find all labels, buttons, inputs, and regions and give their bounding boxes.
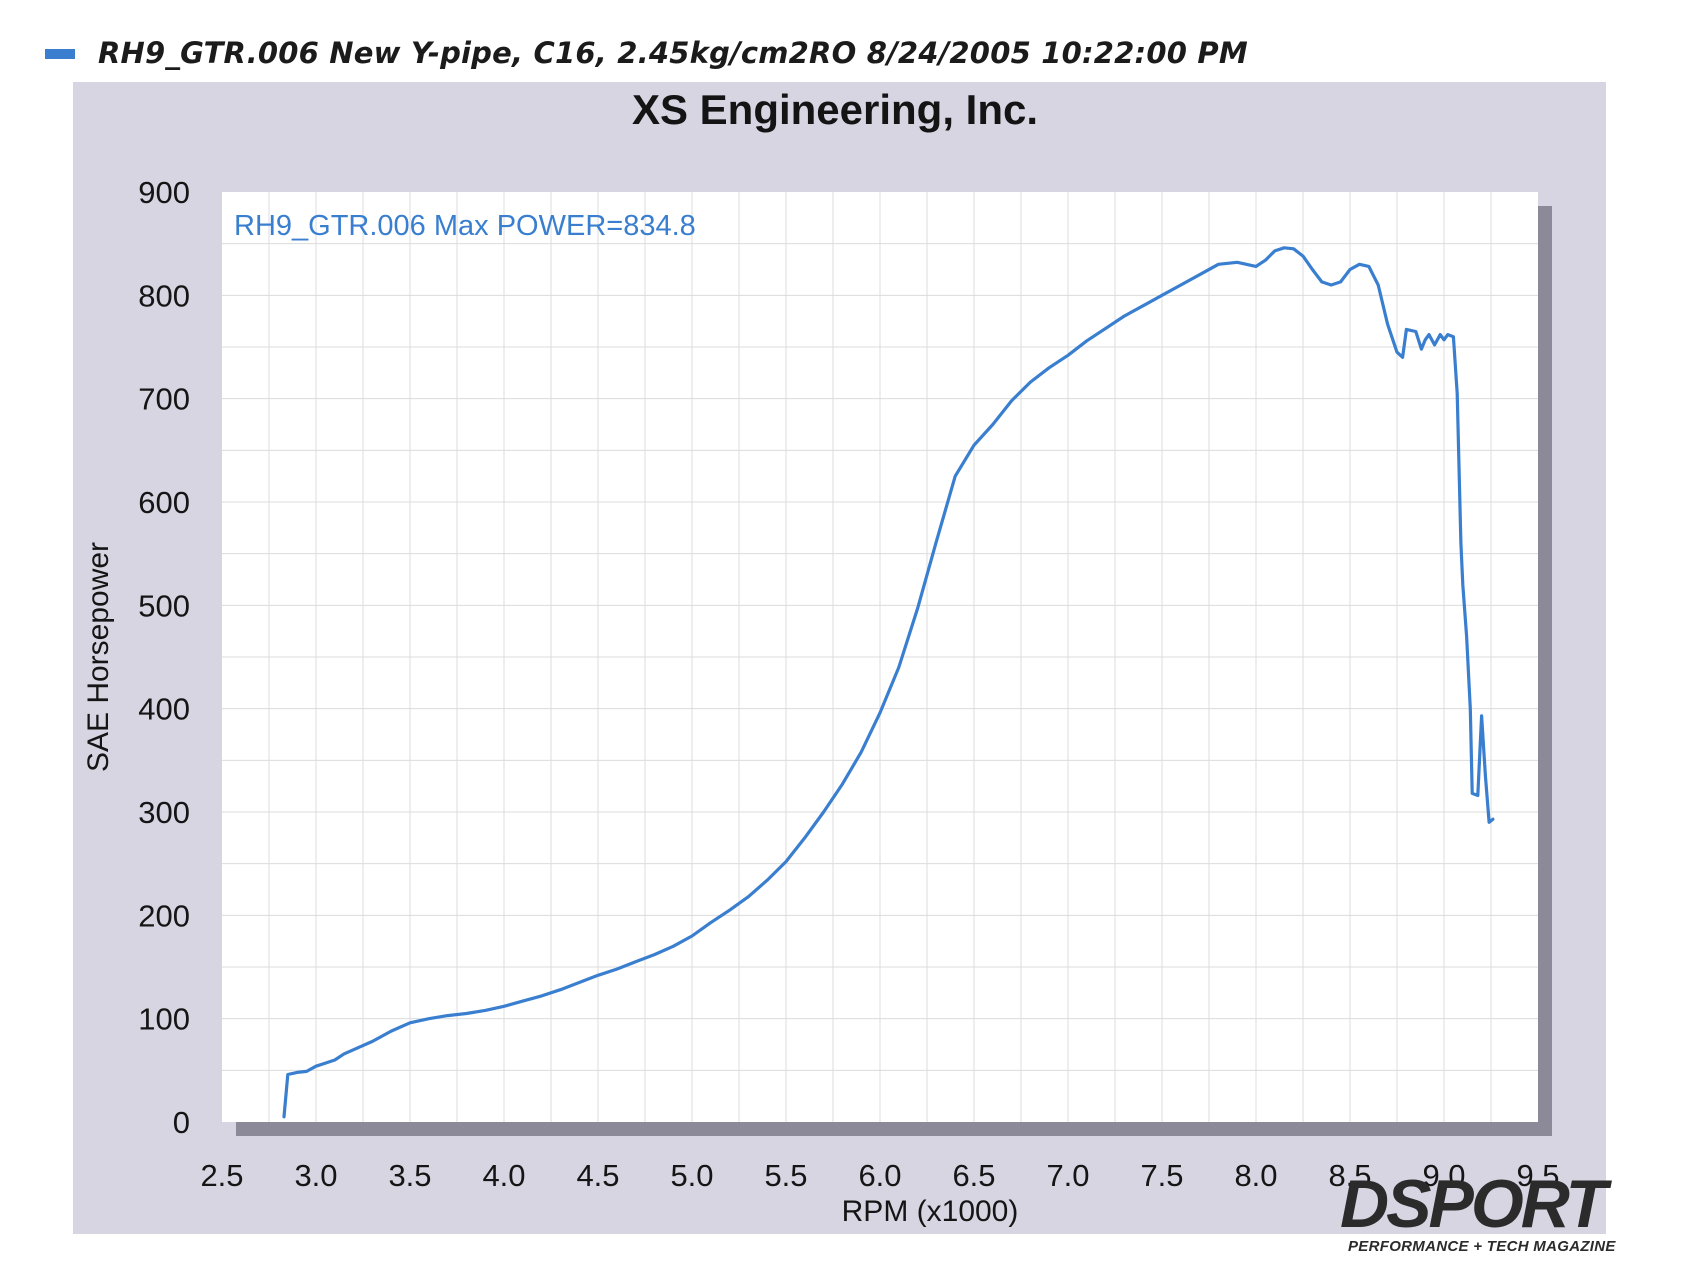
x-tick-label: 3.5 — [388, 1158, 431, 1193]
brand-tagline: PERFORMANCE + TECH MAGAZINE — [1348, 1238, 1616, 1255]
y-tick-label: 900 — [138, 175, 190, 210]
x-tick-label: 6.0 — [858, 1158, 901, 1193]
x-axis-label: RPM (x1000) — [842, 1195, 1019, 1228]
dsport-logo: DSPORT PERFORMANCE + TECH MAGAZINE — [1340, 1170, 1690, 1270]
y-axis-label: SAE Horsepower — [82, 542, 115, 772]
x-tick-label: 9.0 — [1422, 1158, 1465, 1193]
legend-run-label: RH9_GTR.006 New Y-pipe, C16, 2.45kg/cm2R… — [98, 36, 1248, 70]
y-tick-label: 800 — [138, 278, 190, 313]
x-tick-label: 3.0 — [294, 1158, 337, 1193]
y-tick-label: 200 — [138, 898, 190, 933]
legend-swatch — [45, 49, 75, 59]
series-layer — [282, 246, 1495, 1119]
x-tick-label: 7.5 — [1140, 1158, 1183, 1193]
max-power-annotation: RH9_GTR.006 Max POWER=834.8 — [234, 210, 696, 242]
y-tick-label: 0 — [173, 1105, 190, 1140]
x-tick-label: 6.5 — [952, 1158, 995, 1193]
series-line — [282, 246, 1495, 1119]
x-tick-label: 8.0 — [1234, 1158, 1277, 1193]
y-tick-label: 300 — [138, 795, 190, 830]
y-tick-label: 600 — [138, 485, 190, 520]
x-tick-label: 5.0 — [670, 1158, 713, 1193]
y-tick-label: 500 — [138, 588, 190, 623]
y-axis-ticks: 0 100 200 300 400 500 600 700 800 900 — [138, 175, 190, 1140]
x-tick-label: 5.5 — [764, 1158, 807, 1193]
x-tick-label: 2.5 — [200, 1158, 243, 1193]
brand-name: DSPORT — [1340, 1166, 1607, 1242]
y-tick-label: 400 — [138, 692, 190, 727]
y-tick-label: 700 — [138, 382, 190, 417]
chart-title: XS Engineering, Inc. — [631, 86, 1039, 133]
x-tick-label: 7.0 — [1046, 1158, 1089, 1193]
x-tick-label: 8.5 — [1328, 1158, 1371, 1193]
x-tick-label: 4.0 — [482, 1158, 525, 1193]
x-tick-label: 9.5 — [1516, 1158, 1559, 1193]
x-axis-ticks: 2.5 3.0 3.5 4.0 4.5 5.0 5.5 6.0 6.5 7.0 7.5 8.0 8.5 9… — [200, 1158, 1559, 1193]
x-tick-label: 4.5 — [576, 1158, 619, 1193]
y-tick-label: 100 — [138, 1002, 190, 1037]
